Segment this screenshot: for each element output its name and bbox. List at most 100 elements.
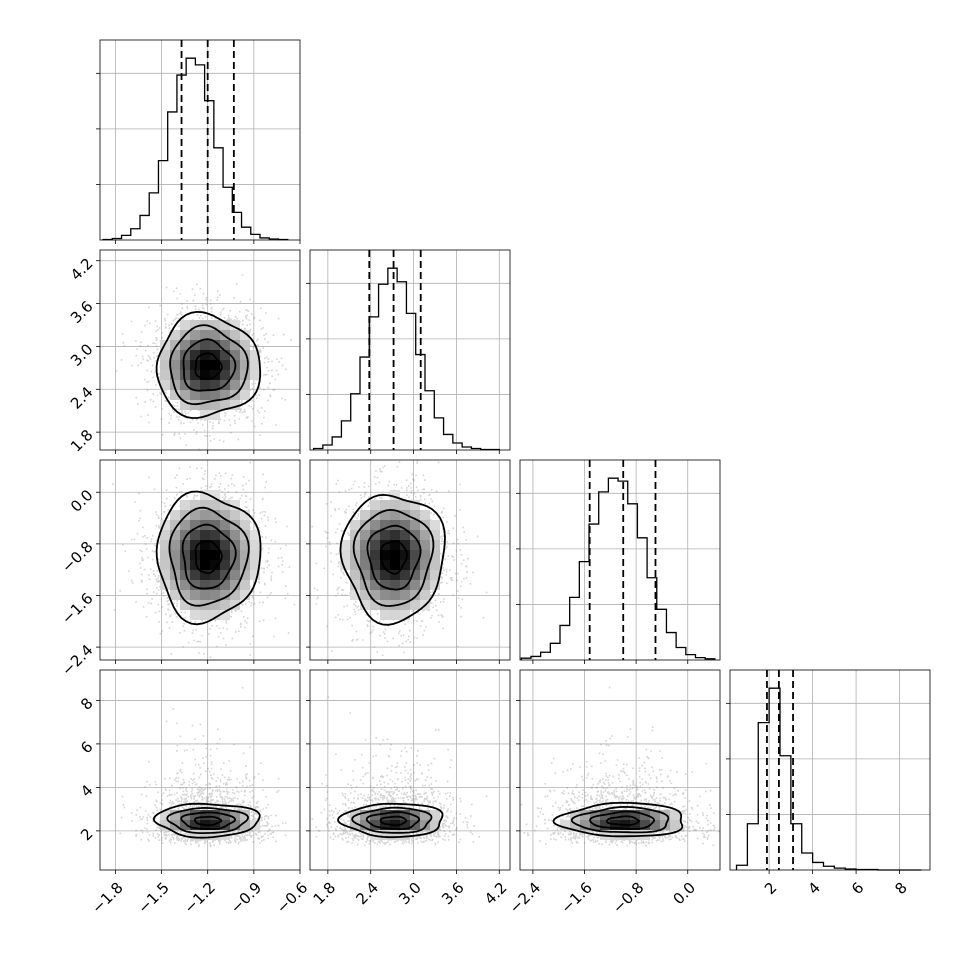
panel-frame	[99, 459, 301, 661]
contour-level-1	[194, 540, 223, 575]
density-cell	[200, 530, 210, 540]
density-cell	[420, 550, 430, 560]
panel-frame	[519, 669, 721, 871]
density-cell	[240, 820, 250, 830]
histogram-steps	[520, 477, 716, 660]
density-cell	[350, 570, 360, 580]
density-cell	[190, 360, 200, 370]
density-cell	[240, 360, 250, 370]
density-cell	[220, 540, 230, 550]
density-cell	[210, 830, 220, 840]
histogram-panel-2	[306, 249, 511, 454]
joint-panel-2-3	[306, 459, 511, 664]
density-cell	[210, 520, 220, 530]
density-cell	[170, 550, 180, 560]
density-cell	[210, 330, 220, 340]
density-cell	[190, 320, 200, 330]
density-cell	[430, 540, 440, 550]
density-cell	[350, 530, 360, 540]
density-cell	[190, 540, 200, 550]
density-cell	[610, 810, 620, 820]
scatter-points	[311, 460, 488, 657]
density-cell	[160, 360, 170, 370]
density-cell	[200, 330, 210, 340]
density-cell	[390, 830, 400, 840]
density-cell	[180, 380, 190, 390]
density-cell	[230, 500, 240, 510]
contour-level-2	[180, 811, 237, 830]
density-cell	[220, 820, 230, 830]
density-cell	[410, 530, 420, 540]
density-cell	[370, 570, 380, 580]
density-cell	[410, 540, 420, 550]
density-cell	[190, 330, 200, 340]
density-cell	[370, 560, 380, 570]
y-tick-label: −1.6	[58, 589, 96, 627]
density-cell	[200, 560, 210, 570]
density-cell	[230, 380, 240, 390]
density-cell	[340, 550, 350, 560]
x-tick-label: −0.9	[227, 879, 265, 917]
joint-panel-1-2	[96, 249, 301, 454]
density-cell	[210, 550, 220, 560]
histogram-panel-1	[96, 39, 301, 244]
density-cell	[200, 360, 210, 370]
density-cell	[410, 560, 420, 570]
density-cell	[230, 590, 240, 600]
contour-level-4	[155, 310, 262, 419]
density-cell	[220, 580, 230, 590]
density-cell	[370, 550, 380, 560]
density-cell	[240, 550, 250, 560]
density-cell	[220, 360, 230, 370]
density-cell	[380, 550, 390, 560]
y-tick-label: −0.8	[58, 538, 96, 576]
density-cell	[250, 570, 260, 580]
density-cell	[230, 510, 240, 520]
density-cell	[210, 530, 220, 540]
density-cell	[370, 520, 380, 530]
x-tick-label: 6	[848, 879, 867, 898]
density-cell	[250, 550, 260, 560]
contour-level-4	[152, 802, 261, 839]
density-cell	[200, 380, 210, 390]
density-cell	[220, 390, 230, 400]
y-tick-label: 2.4	[67, 383, 97, 413]
density-cell	[200, 410, 210, 420]
density-cell	[210, 400, 220, 410]
density-cell	[400, 590, 410, 600]
density-cell	[350, 560, 360, 570]
density-cell	[240, 370, 250, 380]
x-tick-label: 2	[761, 879, 780, 898]
density-cell	[240, 350, 250, 360]
contour-level-1	[379, 540, 408, 575]
density-cell	[190, 530, 200, 540]
density-cell	[160, 530, 170, 540]
density-cell	[370, 580, 380, 590]
density-cell	[390, 530, 400, 540]
density-cell	[220, 520, 230, 530]
density-cell	[430, 570, 440, 580]
y-tick-label: 2	[77, 825, 96, 844]
density-cell	[180, 530, 190, 540]
joint-panel-1-4	[96, 669, 301, 874]
density-cell	[210, 570, 220, 580]
density-cell	[240, 590, 250, 600]
density-cell	[200, 830, 210, 840]
density-cell	[200, 580, 210, 590]
density-cell	[430, 580, 440, 590]
density-cell	[240, 390, 250, 400]
density-cell	[170, 350, 180, 360]
density-cell	[420, 590, 430, 600]
density-cell	[640, 820, 650, 830]
density-cell	[180, 570, 190, 580]
density-cell	[400, 580, 410, 590]
density-cell	[170, 530, 180, 540]
density-cell	[390, 810, 400, 820]
density-cell	[360, 600, 370, 610]
density-cell	[200, 550, 210, 560]
density-cell	[400, 810, 410, 820]
density-cell	[590, 810, 600, 820]
density-cell	[400, 520, 410, 530]
density-cell	[380, 610, 390, 620]
